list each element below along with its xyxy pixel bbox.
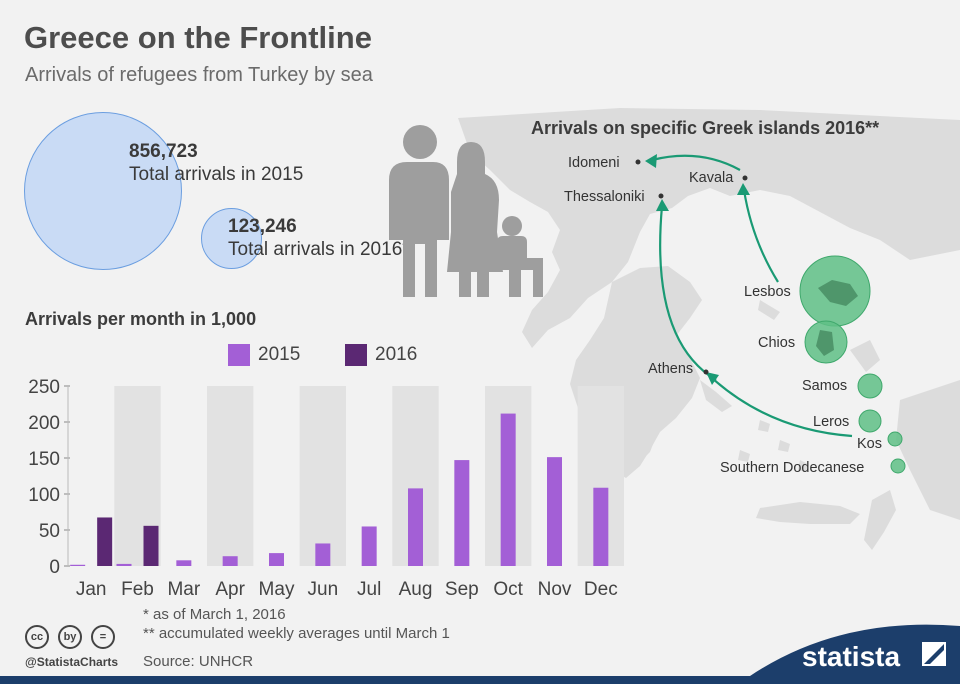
city-label-kavala: Kavala [689,170,734,186]
band-jun [299,386,346,566]
bar-2015-sep [454,460,470,566]
island-label-samos: Samos [802,378,847,394]
total-2015-bubble [24,112,182,270]
bar-2015-jul [361,526,377,566]
greece-map: Idomeni Kavala Thessaloniki Athens Lesbo… [458,108,960,550]
bar-2015-aug [408,488,423,566]
x-tick-label-dec: Dec [584,579,618,600]
total-2016-label: Total arrivals in 2016* [228,239,410,260]
legend-label-2015: 2015 [258,344,301,365]
southern-dodecanese-bubble [890,458,906,474]
kavala-dot [742,175,748,181]
footnote-2: ** accumulated weekly averages until Mar… [143,625,450,642]
bar-2016-jan [97,517,113,566]
route-athens-thessaloniki [659,205,717,381]
arrowhead-icon [737,183,750,195]
idomeni-dot [635,159,641,165]
statista-mark-icon [922,642,946,666]
kos-bubble [887,431,903,447]
route-kos-athens [711,377,853,438]
city-label-thessaloniki: Thessaloniki [564,189,645,205]
map-title: Arrivals on specific Greek islands 2016*… [531,118,880,138]
bar-2015-jun [315,543,331,566]
total-2015-label: Total arrivals in 2015 [129,164,304,185]
page-subtitle: Arrivals of refugees from Turkey by sea [25,64,373,86]
chios-shape [816,330,834,356]
island-label-lesbos: Lesbos [744,284,791,300]
x-tick-label-feb: Feb [121,579,154,600]
thessaloniki-dot [658,193,664,199]
arrowhead-icon [656,199,669,211]
statista-logo[interactable]: statista [690,616,960,676]
lesbos-shape [818,280,858,306]
refugee-family-icon [389,125,543,297]
island-label-chios: Chios [758,335,795,351]
route-kavala-idomeni [651,154,741,171]
bar-2015-jan [70,564,86,566]
bar-2015-may [269,553,284,566]
footnote-1: * as of March 1, 2016 [143,606,286,623]
leros-bubble [858,409,882,433]
x-tick-label-mar: Mar [167,579,200,600]
monthly-bar-chart: 0 50 100 150 200 250 Jan Feb Mar Apr May Jun Jul Aug S… [28,377,624,600]
total-2016-bubble [201,208,262,269]
source-note: Source: UNHCR [143,653,254,670]
island-label-kos: Kos [857,436,882,452]
statista-handle[interactable]: @StatistaCharts [25,655,119,669]
bar-2015-dec [593,487,609,566]
y-tick-label: 200 [28,413,60,434]
legend-swatch-2016 [345,344,367,366]
route-lesbos-kavala [742,189,779,283]
bar-2015-nov [547,457,562,566]
x-tick-label-nov: Nov [538,579,572,600]
x-tick-label-oct: Oct [493,579,523,600]
x-tick-label-jul: Jul [357,579,381,600]
statista-wordmark: statista [802,641,900,672]
bar-2015-apr [222,556,238,566]
cc-by-icon[interactable]: by [58,625,82,649]
total-2015-value: 856,723 [129,141,198,162]
x-tick-label-may: May [259,579,295,600]
footer-bar [0,676,960,684]
island-label-leros: Leros [813,414,849,430]
city-label-idomeni: Idomeni [568,155,620,171]
cc-license-icon[interactable]: cc [25,625,49,649]
y-tick-label: 100 [28,485,60,506]
y-tick-label: 50 [39,521,60,542]
cc-nd-icon[interactable]: = [91,625,115,649]
page-title: Greece on the Frontline [24,20,372,55]
monthly-chart-title: Arrivals per month in 1,000 [25,309,257,329]
legend-swatch-2015 [228,344,250,366]
y-tick-label: 150 [28,449,60,470]
athens-dot [703,369,709,375]
city-label-athens: Athens [648,361,693,377]
arrowhead-icon [706,372,719,385]
x-tick-label-aug: Aug [399,579,433,600]
samos-bubble [857,373,883,399]
arrowhead-icon [645,154,657,168]
bar-2015-feb [116,563,132,566]
x-tick-label-apr: Apr [215,579,245,600]
x-tick-label-jan: Jan [76,579,107,600]
y-tick-label: 0 [49,557,60,578]
bar-2015-oct [500,413,516,566]
island-label-southern-dodecanese: Southern Dodecanese [720,460,864,476]
x-tick-label-jun: Jun [308,579,339,600]
legend-label-2016: 2016 [375,344,418,365]
bar-2016-feb [143,525,159,566]
band-apr [207,386,254,566]
total-2016-value: 123,246 [228,216,297,237]
y-tick-label: 250 [28,377,60,398]
x-tick-label-sep: Sep [445,579,479,600]
bar-2015-mar [176,560,192,566]
